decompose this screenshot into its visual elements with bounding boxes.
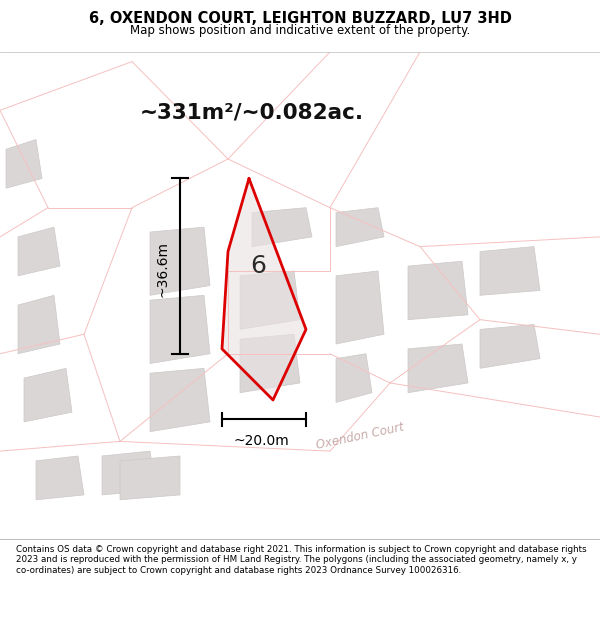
Polygon shape [336, 208, 384, 247]
Polygon shape [252, 208, 312, 247]
Polygon shape [36, 456, 84, 500]
Polygon shape [150, 295, 210, 364]
Polygon shape [336, 271, 384, 344]
Polygon shape [102, 451, 156, 495]
Polygon shape [336, 354, 372, 402]
Polygon shape [120, 456, 180, 500]
Polygon shape [6, 139, 42, 188]
Polygon shape [480, 324, 540, 368]
Polygon shape [18, 227, 60, 276]
Polygon shape [150, 227, 210, 295]
Polygon shape [240, 334, 300, 392]
Polygon shape [408, 261, 468, 319]
Text: 6, OXENDON COURT, LEIGHTON BUZZARD, LU7 3HD: 6, OXENDON COURT, LEIGHTON BUZZARD, LU7 … [89, 11, 511, 26]
Text: Contains OS data © Crown copyright and database right 2021. This information is : Contains OS data © Crown copyright and d… [16, 545, 587, 574]
Polygon shape [480, 247, 540, 295]
Polygon shape [150, 368, 210, 432]
Polygon shape [240, 271, 300, 329]
Polygon shape [24, 368, 72, 422]
Polygon shape [222, 179, 306, 400]
Polygon shape [18, 295, 60, 354]
Text: Oxendon Court: Oxendon Court [315, 421, 405, 452]
Text: ~20.0m: ~20.0m [233, 434, 289, 448]
Text: 6: 6 [250, 254, 266, 278]
Polygon shape [408, 344, 468, 392]
Text: Map shows position and indicative extent of the property.: Map shows position and indicative extent… [130, 24, 470, 38]
Text: ~36.6m: ~36.6m [155, 241, 169, 296]
Text: ~331m²/~0.082ac.: ~331m²/~0.082ac. [140, 102, 364, 122]
